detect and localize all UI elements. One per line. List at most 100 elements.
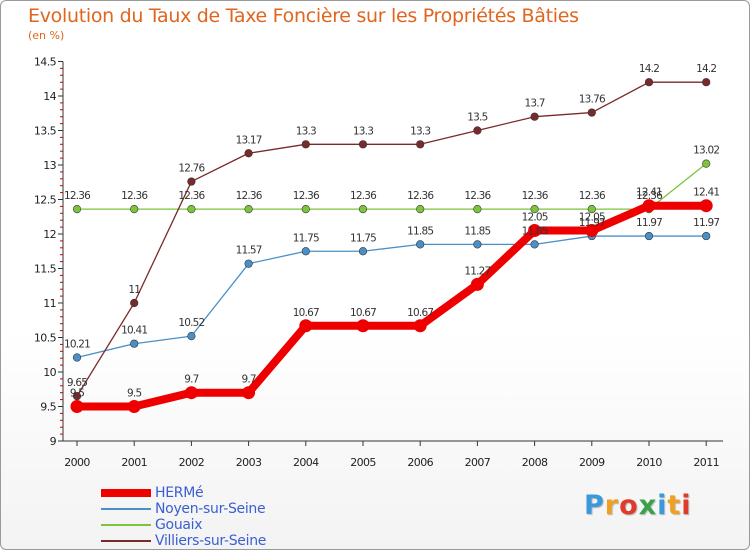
data-label: 10.67 — [407, 307, 433, 319]
data-label: 12.41 — [693, 187, 719, 199]
data-point — [130, 298, 139, 308]
data-label: 14.2 — [696, 63, 716, 75]
data-label: 10.67 — [293, 307, 319, 319]
data-point — [299, 319, 313, 333]
data-label: 9.5 — [127, 388, 141, 400]
data-point — [413, 319, 427, 333]
data-point — [187, 205, 196, 214]
data-label: 9.7 — [184, 374, 198, 386]
logo-letter: i — [681, 490, 692, 521]
x-tick-label: 2002 — [179, 456, 205, 469]
data-point — [530, 112, 539, 121]
data-label: 11.97 — [636, 217, 662, 229]
data-label: 12.05 — [579, 212, 605, 224]
data-label: 12.36 — [350, 190, 377, 202]
data-point — [72, 205, 82, 214]
x-tick-label: 2003 — [236, 456, 262, 469]
data-point — [358, 140, 368, 149]
data-point — [587, 205, 596, 214]
data-label: 12.36 — [121, 190, 148, 202]
data-point — [416, 205, 425, 214]
logo-letter: o — [619, 490, 639, 521]
chart-subtitle: (en %) — [28, 29, 65, 42]
data-point — [416, 240, 425, 249]
y-tick-label: 9.5 — [40, 401, 56, 414]
data-label: 11.85 — [522, 225, 548, 237]
data-point — [242, 386, 256, 400]
data-label: 10.52 — [178, 317, 204, 329]
data-point — [244, 149, 253, 158]
data-label: 11.75 — [350, 232, 376, 244]
data-point — [70, 400, 84, 413]
data-label: 10.41 — [121, 325, 147, 337]
y-tick-label: 12 — [43, 228, 56, 241]
x-tick-label: 2001 — [121, 456, 147, 469]
x-tick-label: 2008 — [522, 456, 548, 469]
data-point — [642, 199, 656, 213]
x-tick-label: 2004 — [293, 456, 319, 469]
data-label: 11.85 — [464, 225, 490, 237]
y-tick-label: 13 — [43, 159, 56, 172]
data-point — [127, 400, 141, 413]
data-point — [130, 339, 139, 348]
legend-label: Villiers-sur-Seine — [155, 533, 267, 549]
data-label: 13.17 — [236, 134, 262, 146]
data-label: 13.3 — [296, 125, 316, 137]
data-label: 11.27 — [464, 265, 490, 277]
y-tick-label: 14.5 — [34, 56, 57, 69]
data-point — [530, 240, 539, 249]
x-tick-label: 2005 — [350, 456, 376, 469]
data-label: 11.85 — [407, 225, 433, 237]
data-point — [244, 259, 253, 268]
legend-swatch — [101, 508, 151, 510]
data-point — [244, 205, 253, 214]
data-point — [528, 224, 542, 238]
x-tick-label: 2011 — [693, 456, 719, 469]
x-tick-label: 2010 — [636, 456, 662, 469]
data-label: 11.97 — [693, 217, 719, 229]
data-label: 12.36 — [407, 190, 434, 202]
data-point — [187, 177, 196, 186]
legend-swatch — [101, 540, 151, 542]
data-point — [585, 224, 599, 238]
data-label: 13.5 — [467, 112, 487, 124]
data-label: 12.36 — [522, 190, 549, 202]
data-label: 13.76 — [579, 94, 606, 106]
data-point — [301, 140, 310, 149]
x-tick-label: 2007 — [465, 456, 491, 469]
data-point — [470, 277, 484, 291]
proxiti-logo: Proxiti — [584, 490, 692, 521]
y-tick-label: 11.5 — [34, 263, 57, 276]
data-label: 12.36 — [178, 190, 205, 202]
data-label: 13.3 — [353, 125, 373, 137]
data-point — [644, 78, 654, 87]
y-tick-label: 14 — [43, 90, 56, 103]
logo-letter: r — [604, 490, 620, 521]
x-tick-label: 2009 — [579, 456, 605, 469]
legend-label: Gouaix — [155, 517, 203, 533]
y-tick-label: 10 — [43, 366, 56, 379]
data-point — [702, 231, 711, 241]
data-point — [416, 140, 425, 149]
logo-letter: x — [638, 490, 658, 521]
chart-title: Evolution du Taux de Taxe Foncière sur l… — [28, 5, 579, 27]
data-label: 12.05 — [522, 212, 548, 224]
x-tick-label: 2006 — [407, 456, 433, 469]
data-label: 12.36 — [464, 190, 491, 202]
y-tick-label: 10.5 — [34, 332, 57, 345]
data-label: 14.2 — [639, 63, 659, 75]
data-point — [130, 205, 139, 214]
series-line-1 — [76, 235, 707, 359]
data-point — [699, 199, 713, 213]
y-tick-label: 9 — [50, 435, 57, 448]
legend-swatch — [101, 489, 151, 497]
data-label: 12.41 — [636, 187, 662, 199]
data-point — [184, 386, 198, 400]
data-point — [473, 205, 482, 214]
data-point — [473, 126, 482, 135]
series-line-0 — [73, 201, 711, 411]
data-point — [356, 319, 370, 333]
data-point — [530, 205, 539, 214]
series-line-2 — [76, 162, 707, 210]
